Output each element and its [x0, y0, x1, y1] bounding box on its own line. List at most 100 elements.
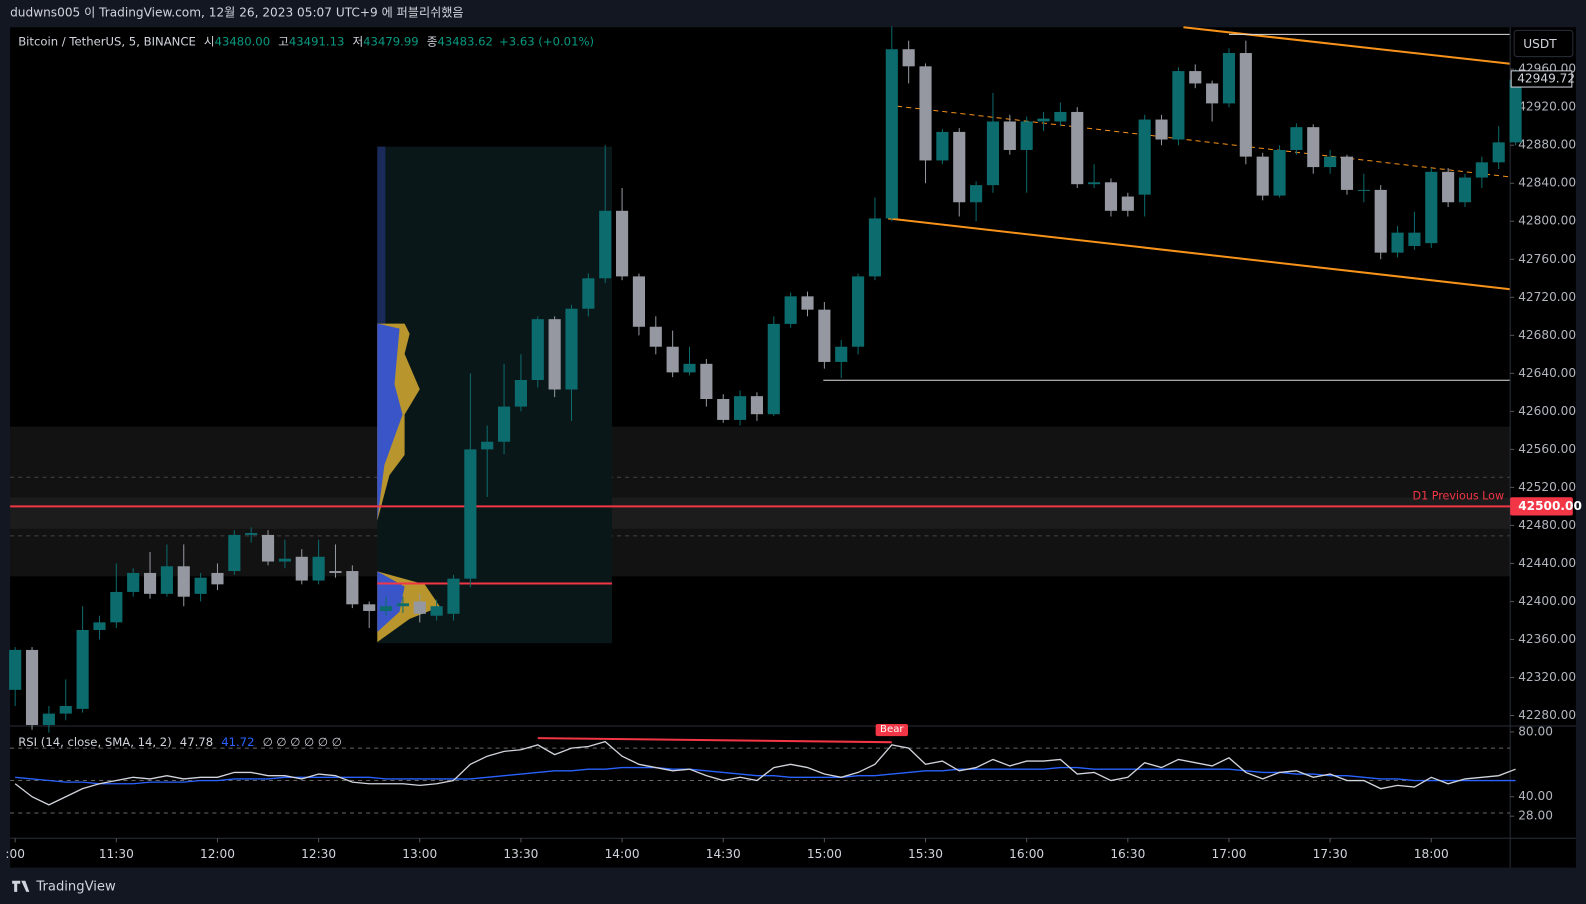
candle-body [211, 572, 224, 585]
rsi-tick-label: 80.00 [1518, 724, 1553, 738]
candle-body [953, 131, 966, 203]
candle-body [481, 441, 494, 450]
candle-body [1290, 127, 1303, 150]
y-tick-label: 42520.00 [1518, 480, 1576, 494]
level-tag [1510, 497, 1573, 516]
y-tick-label: 42560.00 [1518, 442, 1576, 456]
candle-body [666, 346, 679, 373]
candle-body [497, 406, 511, 442]
candle-body [767, 323, 780, 415]
legend-label: 종 [427, 34, 438, 48]
title: Bitcoin / TetherUS, 5, BINANCE [18, 34, 196, 48]
candle-body [1492, 142, 1505, 163]
legend-value: 43483.62 [437, 34, 492, 48]
legend-label: 저 [352, 34, 363, 48]
candle-body [261, 534, 275, 562]
candle-body [649, 326, 662, 347]
legend-value: 43480.00 [215, 34, 270, 48]
candle-body [700, 363, 713, 400]
currency[interactable]: USDT [1523, 37, 1557, 51]
candle-body [42, 713, 55, 726]
candle-body [632, 276, 645, 327]
candle-body [1307, 127, 1320, 168]
price-label: 42949.72 [1517, 71, 1575, 85]
rsi-title: RSI (14, close, SMA, 14, 2) [18, 735, 172, 749]
candle-body [1104, 182, 1118, 211]
y-tick-label: 42440.00 [1518, 556, 1576, 570]
x-tick-label: 16:30 [1110, 847, 1145, 861]
rsi-tick-label: 40.00 [1518, 789, 1553, 803]
candle-body [1037, 118, 1050, 122]
x-tick-label: 17:30 [1313, 847, 1348, 861]
candle-body [177, 566, 190, 597]
y-tick-label: 42720.00 [1518, 290, 1576, 304]
rsi-legend: RSI (14, close, SMA, 14, 2) 47.78 41.72 ∅ ∅… [18, 735, 342, 749]
candle-body [1138, 119, 1151, 195]
candle-body [447, 578, 460, 614]
candle-body [919, 66, 932, 161]
y-tick-label: 42800.00 [1518, 214, 1576, 228]
candle-body [1340, 156, 1354, 190]
y-tick-label: 42920.00 [1518, 100, 1576, 114]
candle-body [110, 591, 123, 623]
legend-label: 고 [278, 34, 289, 48]
candle-body [885, 49, 898, 219]
legend: Bitcoin / TetherUS, 5, BINANCE 시43480.00 고… [18, 34, 594, 48]
y-tick-label: 42320.00 [1518, 670, 1576, 684]
candle-body [312, 556, 325, 581]
candle-body [717, 399, 730, 420]
candle-body [1172, 71, 1185, 140]
candle-body [1475, 162, 1488, 178]
candle-body [1357, 189, 1370, 191]
candle-body [582, 278, 595, 309]
candle-body [986, 121, 1000, 186]
candle-body [379, 606, 393, 611]
candle-body [801, 296, 814, 310]
candle-body [599, 210, 612, 279]
candle-body [93, 622, 106, 630]
x-tick-label: 18:00 [1414, 847, 1449, 861]
rsi-tick-label: 28.00 [1518, 809, 1553, 823]
candle-body [76, 629, 89, 709]
header: dudwns005 이 TradingView.com, 12월 26, 202… [10, 6, 463, 20]
x-tick-label: 11:30 [99, 847, 134, 861]
volume-profile [377, 323, 403, 521]
legend-change: +3.63 (+0.01%) [499, 34, 594, 48]
candle-body [1003, 121, 1016, 150]
legend-value: 43491.13 [289, 34, 344, 48]
volume-profile [377, 571, 405, 632]
candle-body [1155, 119, 1168, 140]
candle-body [1425, 171, 1438, 244]
candle-body [1222, 53, 1236, 104]
candle-body [1458, 177, 1472, 203]
candle-body [548, 319, 561, 390]
bear-label: Bear [880, 724, 904, 735]
candle-body [970, 185, 983, 203]
candle-body [1206, 83, 1219, 104]
trend-line [887, 217, 1511, 291]
candle-body [683, 363, 696, 373]
candle-body [363, 604, 376, 611]
currency-button[interactable] [1513, 29, 1574, 58]
x-tick-label: 12:00 [200, 847, 235, 861]
candle-body [1071, 111, 1084, 185]
candle-body [784, 296, 797, 324]
candle-body [616, 210, 629, 277]
x-tick-label: 13:00 [402, 847, 437, 861]
rsi-line [14, 740, 1516, 806]
bear-tag [875, 724, 908, 737]
rsi-sma [15, 766, 1516, 785]
candle-body [1408, 232, 1421, 246]
candle-body [1374, 189, 1387, 253]
candle-body [1121, 196, 1134, 211]
rsi-sma-value: 41.72 [221, 735, 254, 749]
candle-body [329, 571, 342, 573]
candle-body [346, 571, 359, 605]
candle-body [25, 649, 39, 726]
candle-body [514, 379, 527, 407]
candle-body [278, 558, 291, 562]
volume-profile [377, 146, 386, 324]
candle-body [143, 572, 157, 594]
candle-body [295, 556, 308, 581]
